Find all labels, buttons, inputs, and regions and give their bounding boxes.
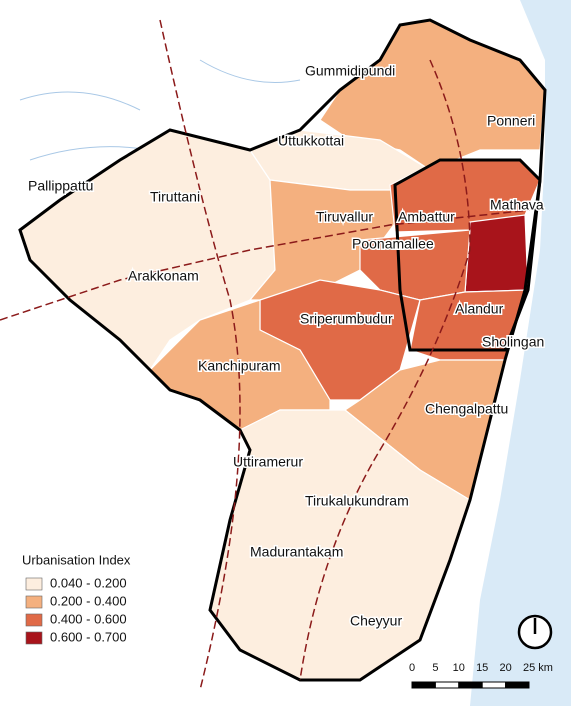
north-arrow	[517, 614, 553, 650]
scale-label: 10	[453, 662, 465, 674]
legend-label: 0.600 - 0.700	[50, 629, 127, 644]
legend: Urbanisation Index 0.040 - 0.200 0.200 - …	[22, 552, 131, 644]
region	[248, 179, 422, 301]
region-label: Tiruvallur	[316, 209, 373, 225]
legend-label: 0.400 - 0.600	[50, 611, 127, 626]
region-label: Chengalpattu	[425, 401, 508, 417]
legend-swatch	[25, 595, 43, 609]
scale-segment	[434, 681, 460, 689]
scale-label: 20	[499, 662, 511, 674]
legend-title: Urbanisation Index	[22, 552, 131, 567]
region-label: Sriperumbudur	[300, 311, 393, 327]
region-label: Madurantakam	[250, 544, 343, 560]
scale-segment	[481, 681, 507, 689]
region-label: Uttukkottai	[278, 133, 344, 149]
region	[464, 214, 529, 293]
legend-label: 0.040 - 0.200	[50, 575, 127, 590]
district-boundary	[18, 18, 547, 682]
region-label: Alandur	[455, 301, 504, 317]
region-label: Kanchipuram	[198, 358, 281, 374]
city-boundary	[393, 158, 542, 352]
legend-label: 0.200 - 0.400	[50, 593, 127, 608]
legend-swatch	[25, 613, 43, 627]
region-label: Poonamallee	[352, 236, 434, 252]
region-label: Uttiramerur	[233, 454, 303, 470]
region-label: Gummidipundi	[305, 63, 395, 79]
scale-label: 0	[409, 662, 415, 674]
region-label: Arakkonam	[128, 268, 199, 284]
roads	[0, 19, 531, 691]
scale-label: 5	[432, 662, 438, 674]
region-label: Cheyyur	[350, 613, 402, 629]
region-label: Mathava	[490, 197, 544, 213]
scale-segment	[505, 681, 530, 689]
region-label: Ambattur	[398, 209, 455, 225]
region-label: Tirukalukundram	[305, 493, 409, 509]
scale-label: 25 km	[523, 662, 553, 674]
region-label: Ponneri	[487, 113, 535, 129]
legend-swatch	[25, 631, 43, 645]
legend-swatch	[25, 577, 43, 591]
scale-label: 15	[476, 662, 488, 674]
scale-bar: 0 5 10 15 20 25 km	[409, 662, 553, 689]
region-label: Sholingan	[482, 334, 544, 350]
sea	[470, 0, 571, 706]
rivers	[19, 59, 301, 161]
region-label: Tiruttani	[150, 189, 200, 205]
scale-segment	[411, 681, 436, 689]
scale-segment	[458, 681, 483, 689]
region-label: Pallippattu	[28, 178, 93, 194]
